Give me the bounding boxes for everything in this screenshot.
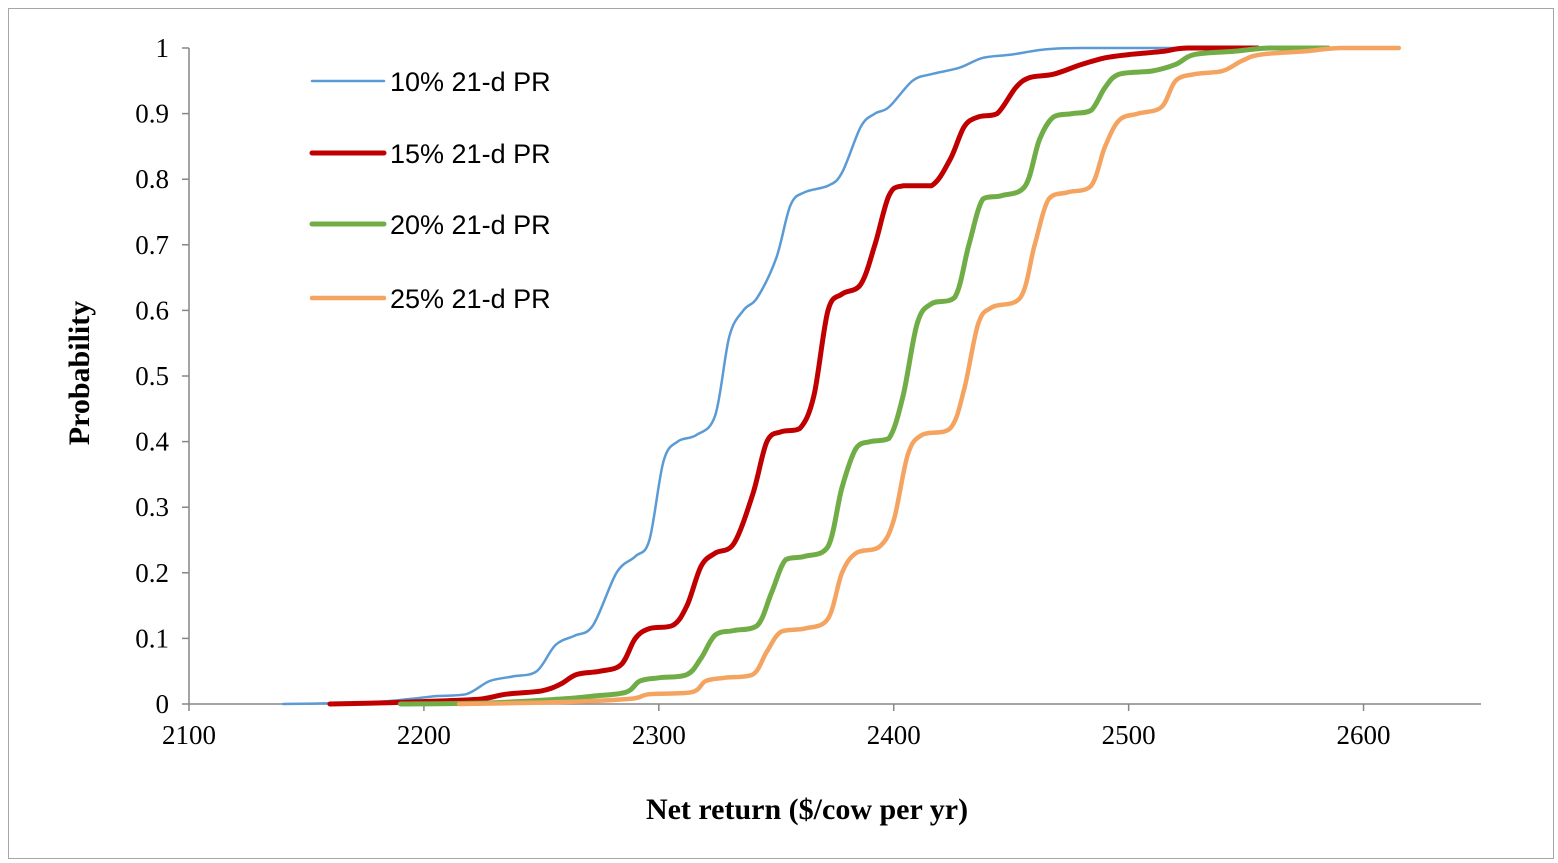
y-tick-label: 0.5 xyxy=(135,361,169,391)
x-tick-label: 2200 xyxy=(397,720,451,750)
series-line-1 xyxy=(281,46,1177,706)
y-tick-label: 0.2 xyxy=(135,558,169,588)
x-tick-label: 2100 xyxy=(162,720,216,750)
x-tick-label: 2600 xyxy=(1337,720,1391,750)
x-tick-label: 2300 xyxy=(632,720,686,750)
y-tick-label: 0.1 xyxy=(135,623,169,653)
y-tick-label: 0.9 xyxy=(135,99,169,129)
legend-label-3: 20% 21-d PR xyxy=(390,210,551,240)
axes: 0 0.1 0.2 0.3 0.4 0.5 0.6 0.7 0.8 0.9 1 2100 2200 230… xyxy=(135,33,1481,750)
series-group xyxy=(281,45,1402,707)
x-axis-title: Net return ($/cow per yr) xyxy=(646,793,968,826)
y-tick-label: 0 xyxy=(156,689,170,719)
legend-label-2: 15% 21-d PR xyxy=(390,139,551,169)
series-line-4 xyxy=(456,45,1402,707)
y-tick-label: 0.7 xyxy=(135,230,169,260)
series-line-2 xyxy=(327,45,1261,707)
y-tick-label: 1 xyxy=(156,33,170,63)
chart-svg: 0 0.1 0.2 0.3 0.4 0.5 0.6 0.7 0.8 0.9 1 2100 2200 230… xyxy=(63,33,1481,826)
series-line-3 xyxy=(397,45,1331,707)
legend-label-4: 25% 21-d PR xyxy=(390,284,551,314)
y-tick-label: 0.8 xyxy=(135,164,169,194)
legend-label-1: 10% 21-d PR xyxy=(390,67,551,97)
y-tick-label: 0.3 xyxy=(135,492,169,522)
legend: 10% 21-d PR 15% 21-d PR 20% 21-d PR 25% 21-… xyxy=(309,67,551,314)
x-tick-label: 2400 xyxy=(867,720,921,750)
chart-frame: 0 0.1 0.2 0.3 0.4 0.5 0.6 0.7 0.8 0.9 1 2100 2200 230… xyxy=(8,8,1554,859)
y-tick-label: 0.4 xyxy=(135,427,169,457)
x-tick-label: 2500 xyxy=(1102,720,1156,750)
y-tick-label: 0.6 xyxy=(135,295,169,325)
y-axis-title: Probability xyxy=(63,301,96,445)
